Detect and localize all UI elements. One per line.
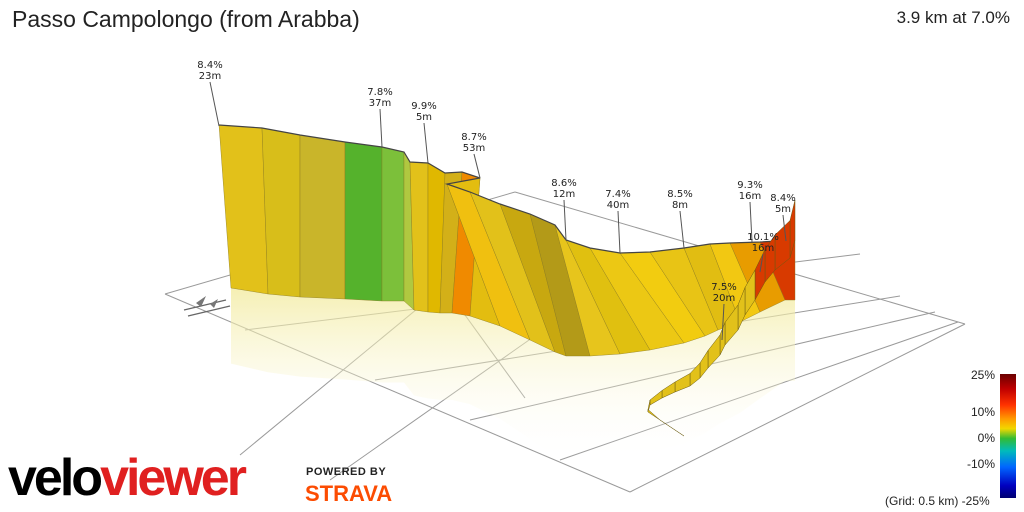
grid-line [629,323,966,493]
annotation-length: 5m [775,204,791,215]
annotation-leader [749,201,753,243]
scale-tick-label: -10% [967,457,995,471]
annotation-grade: 8.5% [667,189,692,200]
logo-part-velo: velo [8,449,103,507]
color-scale: 25% 10% 0% -10% [967,368,1016,498]
annotation-leader [721,303,725,341]
profile-segment [218,124,269,295]
annotation-length: 40m [607,200,629,211]
annotation-leader [617,210,621,254]
segment-annotation: 10.1%16m [747,232,779,273]
annotation-length: 8m [672,200,688,211]
scale-tick-label: 25% [971,368,995,382]
annotation-length: 23m [199,71,221,82]
annotation-length: 20m [713,293,735,304]
annotation-leader [679,210,685,249]
color-scale-bar [1000,374,1016,498]
segment-annotation: 8.7%53m [461,132,487,179]
chart-title: Passo Campolongo (from Arabba) [12,6,360,32]
annotation-length: 53m [463,143,485,154]
annotation-leader [782,214,787,242]
road-segment [647,408,661,421]
annotation-length: 12m [553,189,575,200]
profile-segment [261,127,301,298]
segment-annotation: 7.8%37m [367,87,393,148]
segment-annotation: 7.4%40m [605,189,631,254]
strava-logo[interactable]: STRAVA [305,481,393,506]
annotation-length: 16m [739,191,761,202]
annotation-grade: 10.1% [747,232,779,243]
profile-segment [344,141,383,302]
scale-tick-label: 0% [978,431,996,445]
annotation-grade: 7.4% [605,189,630,200]
climb-stats: 3.9 km at 7.0% [896,8,1010,27]
segment-annotation: 7.5%20m [711,282,737,341]
scale-tick-label: 10% [971,405,995,419]
annotation-length: 5m [416,112,432,123]
annotation-grade: 7.5% [711,282,736,293]
profile-segment [381,146,405,302]
annotation-leader [423,122,429,164]
logo-part-viewer: viewer [100,449,247,507]
annotation-leader [563,199,567,241]
segment-annotation: 9.9%5m [411,101,437,164]
segment-annotation: 8.6%12m [551,178,577,241]
reflection-area [231,288,795,463]
profile-segment [299,134,346,300]
profile-walls [218,124,796,437]
annotation-grade: 8.7% [461,132,486,143]
annotation-leader [759,253,764,273]
annotation-grade: 9.3% [737,180,762,191]
veloviewer-logo[interactable]: veloviewer [8,449,247,507]
annotation-leader [209,81,220,127]
profile-reflection [231,288,795,463]
annotation-grade: 9.9% [411,101,436,112]
north-arrow-icon [183,296,231,317]
segment-annotation: 8.5%8m [667,189,693,249]
grid-note: (Grid: 0.5 km) -25% [885,494,990,508]
annotation-length: 16m [752,243,774,254]
annotation-length: 37m [369,98,391,109]
powered-by-label: POWERED BY [306,466,387,478]
annotation-leader [379,108,383,148]
segment-annotation: 8.4%5m [770,193,796,242]
annotation-grade: 8.6% [551,178,576,189]
annotation-leader [473,153,481,179]
segment-annotation: 8.4%23m [197,60,223,127]
annotation-grade: 8.4% [197,60,222,71]
annotation-grade: 8.4% [770,193,795,204]
annotation-grade: 7.8% [367,87,392,98]
segment-annotation: 9.3%16m [737,180,763,243]
road-segment [671,427,685,437]
